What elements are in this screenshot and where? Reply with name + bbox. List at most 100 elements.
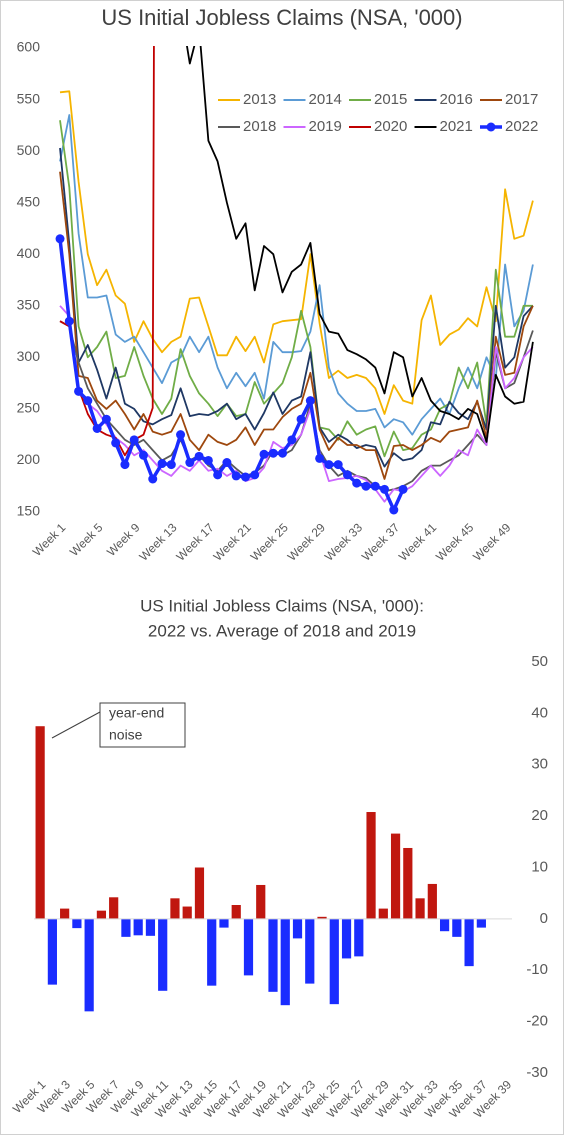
marker	[92, 423, 102, 433]
bar	[256, 884, 266, 919]
legend-label: 2013	[243, 91, 276, 108]
y-tick-label: 250	[17, 400, 41, 416]
marker	[268, 448, 278, 458]
marker	[120, 460, 130, 470]
marker	[333, 460, 343, 470]
bar	[341, 918, 352, 959]
y-tick-label: -30	[526, 1064, 548, 1081]
bar	[84, 918, 94, 1012]
marker	[240, 472, 250, 482]
bar	[170, 898, 180, 919]
bar	[231, 905, 241, 919]
series-line	[59, 90, 534, 415]
marker	[287, 435, 297, 445]
marker	[101, 414, 111, 424]
marker	[361, 481, 371, 491]
series-line	[59, 46, 155, 457]
bar	[427, 883, 437, 919]
marker	[370, 481, 380, 491]
bar	[452, 918, 462, 937]
bar	[96, 910, 107, 919]
marker	[250, 470, 260, 480]
marker	[176, 430, 186, 440]
marker	[148, 474, 158, 484]
marker	[83, 396, 93, 406]
bar	[219, 918, 229, 928]
y-tick-label: 10	[531, 858, 548, 875]
bar	[133, 918, 143, 936]
marker	[194, 451, 204, 461]
marker	[352, 478, 362, 488]
bar	[403, 847, 413, 919]
y-tick-label: 200	[17, 451, 41, 467]
y-tick-label: 350	[17, 296, 41, 312]
y-tick-label: 30	[531, 756, 548, 773]
annotation-box	[99, 702, 186, 748]
chart-title: 2022 vs. Average of 2018 and 2019	[148, 621, 416, 640]
bar	[390, 833, 401, 919]
marker	[138, 450, 148, 460]
bar	[317, 916, 327, 919]
y-tick-label: 550	[17, 90, 41, 106]
series-line	[59, 114, 534, 436]
marker	[111, 438, 121, 448]
plot	[55, 46, 534, 515]
bar	[378, 908, 388, 919]
bar	[182, 906, 192, 919]
legend-label: 2020	[374, 118, 407, 135]
series-line	[59, 120, 533, 458]
legend-label: 2018	[243, 118, 276, 135]
marker	[74, 386, 84, 396]
y-tick-label: 20	[531, 807, 548, 824]
bar	[60, 908, 70, 919]
y-tick-label: -20	[526, 1013, 548, 1030]
y-tick-label: 450	[17, 193, 41, 209]
marker	[259, 449, 269, 459]
marker	[342, 470, 352, 480]
bar	[280, 918, 290, 1006]
marker	[64, 316, 74, 326]
legend-label: 2015	[374, 91, 407, 108]
bar	[109, 897, 119, 919]
bar	[329, 918, 339, 1005]
y-tick-label: 50	[531, 653, 548, 670]
marker	[203, 455, 213, 465]
y-tick-label: 150	[17, 503, 41, 519]
y-tick-label: -10	[526, 961, 548, 978]
bar	[268, 918, 278, 992]
marker	[231, 471, 241, 481]
bar	[305, 918, 315, 984]
y-tick-label: 0	[540, 910, 548, 927]
chart-title: US Initial Jobless Claims (NSA, '000)	[101, 5, 462, 30]
marker	[296, 414, 306, 424]
bar	[47, 918, 57, 985]
bar	[292, 918, 303, 939]
marker	[185, 458, 195, 468]
annotation: year-end	[109, 705, 164, 721]
legend-label: 2022	[505, 118, 538, 135]
annotation: noise	[109, 727, 143, 743]
series-line	[186, 46, 534, 443]
bar	[158, 918, 168, 991]
bar	[145, 918, 156, 936]
bar	[464, 918, 474, 967]
y-tick-label: 600	[17, 39, 41, 55]
marker	[157, 459, 167, 469]
y-tick-label: 300	[17, 348, 41, 364]
bar	[72, 918, 82, 929]
chart-title: US Initial Jobless Claims (NSA, '000):	[140, 596, 424, 615]
bar	[415, 898, 425, 919]
bar	[366, 812, 376, 919]
marker	[305, 396, 315, 406]
legend-label: 2021	[440, 118, 473, 135]
marker	[315, 453, 325, 463]
bar	[476, 918, 486, 928]
marker	[324, 460, 334, 470]
y-tick-label: 400	[17, 245, 41, 261]
series-line	[59, 147, 534, 468]
y-tick-label: 500	[17, 142, 41, 158]
legend-marker	[486, 122, 496, 132]
legend-label: 2016	[440, 91, 473, 108]
marker	[380, 484, 390, 494]
